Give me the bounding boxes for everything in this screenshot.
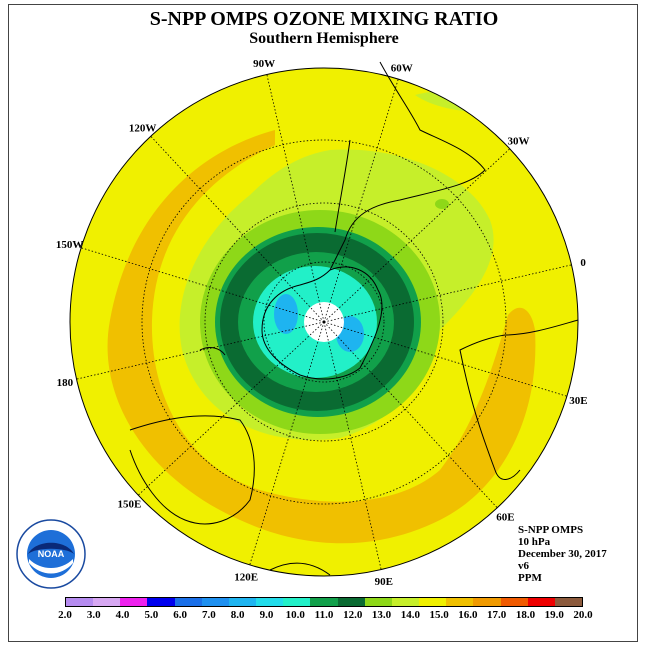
longitude-label: 30E: [569, 395, 587, 407]
colorbar-label: 18.0: [515, 609, 536, 621]
colorbar-swatch: [93, 598, 121, 606]
field-green-patch: [435, 199, 449, 209]
info-level: 10 hPa: [518, 536, 551, 548]
colorbar-swatch: [120, 598, 148, 606]
coast-indonesia: [269, 562, 331, 576]
colorbar-swatch: [527, 598, 555, 606]
colorbar-label: 20.0: [573, 609, 593, 621]
colorbar-label: 10.0: [285, 609, 305, 621]
colorbar-label: 17.0: [487, 609, 507, 621]
noaa-logo: NOAA: [16, 519, 86, 589]
colorbar-swatch: [256, 598, 284, 606]
info-date: December 30, 2017: [518, 548, 607, 560]
colorbar-swatch: [174, 598, 202, 606]
colorbar-swatch: [446, 598, 474, 606]
longitude-label: 150E: [118, 498, 142, 510]
coast-new-zealand: [199, 347, 226, 356]
latitude-circle-60: [204, 202, 444, 442]
graticule: [76, 74, 572, 570]
latitude-circle-45: [141, 139, 507, 505]
longitude-label: 60W: [391, 63, 413, 75]
longitude-label: 90W: [253, 58, 275, 70]
longitude-label: 150W: [56, 239, 84, 251]
coast-south-america: [329, 61, 486, 271]
meridians: [76, 74, 572, 570]
colorbar-label: 16.0: [458, 609, 478, 621]
map-boundary: [69, 67, 579, 577]
colorbar-label: 11.0: [314, 609, 334, 621]
info-version: v6: [518, 560, 529, 572]
meridian-line: [80, 247, 325, 323]
meridian-line: [323, 264, 572, 323]
longitude-label: 60E: [496, 512, 514, 524]
meridian-line: [323, 148, 511, 323]
image-frame: [8, 4, 638, 642]
longitude-label: 0: [580, 257, 586, 269]
longitude-label: 30W: [508, 136, 530, 148]
coast-south-america-west: [334, 139, 351, 233]
page-title: S-NPP OMPS OZONE MIXING RATIO: [149, 8, 499, 30]
colorbar-label: 15.0: [429, 609, 449, 621]
meridian-line: [266, 74, 325, 323]
colorbar-label: 8.0: [230, 609, 245, 621]
colorbar-swatch: [500, 598, 528, 606]
coastlines: [129, 61, 579, 576]
colorbar-swatch: [419, 598, 447, 606]
colorbar-swatch: [554, 598, 582, 606]
colorbar-label: 4.0: [115, 609, 130, 621]
longitude-label: 120W: [129, 122, 157, 134]
colorbar-swatch: [391, 598, 420, 606]
colorbar-label: 14.0: [400, 609, 420, 621]
meridian-line: [137, 321, 325, 496]
colorbar-label: 13.0: [371, 609, 392, 621]
longitude-label: 120E: [234, 571, 258, 583]
colorbar-swatch: [337, 598, 365, 606]
colorbar-label: 19.0: [544, 609, 564, 621]
colorbar-label: 7.0: [202, 609, 216, 621]
meridian-line: [323, 321, 382, 570]
colorbar-label: 12.0: [343, 609, 363, 621]
meridian-line: [76, 321, 325, 380]
colorbar-label: 6.0: [173, 609, 187, 621]
colorbar-swatch: [228, 598, 257, 606]
meridian-line: [249, 321, 325, 566]
noaa-logo-text: NOAA: [38, 549, 65, 559]
page-subtitle: Southern Hemisphere: [249, 30, 399, 47]
coast-antarctica: [261, 266, 383, 380]
info-units: PPM: [518, 572, 542, 584]
south-pole-point: [322, 320, 326, 324]
colorbar-swatch: [147, 598, 175, 606]
meridian-line: [323, 78, 399, 323]
colorbar-label: 5.0: [144, 609, 159, 621]
longitude-labels: 90W 60W 30W 0 30E 60E 90E 120E 150E 180 150W 120W: [56, 58, 588, 588]
colorbar-swatch: [201, 598, 229, 606]
meridian-line: [150, 135, 325, 323]
colorbar-swatch: [283, 598, 311, 606]
meridian-line: [323, 321, 568, 397]
meridian-line: [323, 321, 498, 509]
longitude-label: 180: [57, 377, 74, 389]
colorbar-swatch: [310, 598, 338, 606]
colorbar-swatch: [364, 598, 392, 606]
longitude-label: 90E: [375, 576, 393, 588]
colorbar-label: 9.0: [259, 609, 274, 621]
latitude-circle-75: [263, 261, 385, 383]
coast-australia: [129, 415, 255, 525]
colorbar-swatch: [66, 598, 94, 606]
colorbar-swatch: [473, 598, 501, 606]
field-blue-patch-west: [274, 294, 298, 334]
colorbar-label: 2.0: [58, 609, 72, 621]
coast-africa: [459, 319, 579, 480]
colorbar: [65, 597, 583, 607]
info-instrument: S-NPP OMPS: [518, 524, 584, 536]
colorbar-label: 3.0: [86, 609, 101, 621]
